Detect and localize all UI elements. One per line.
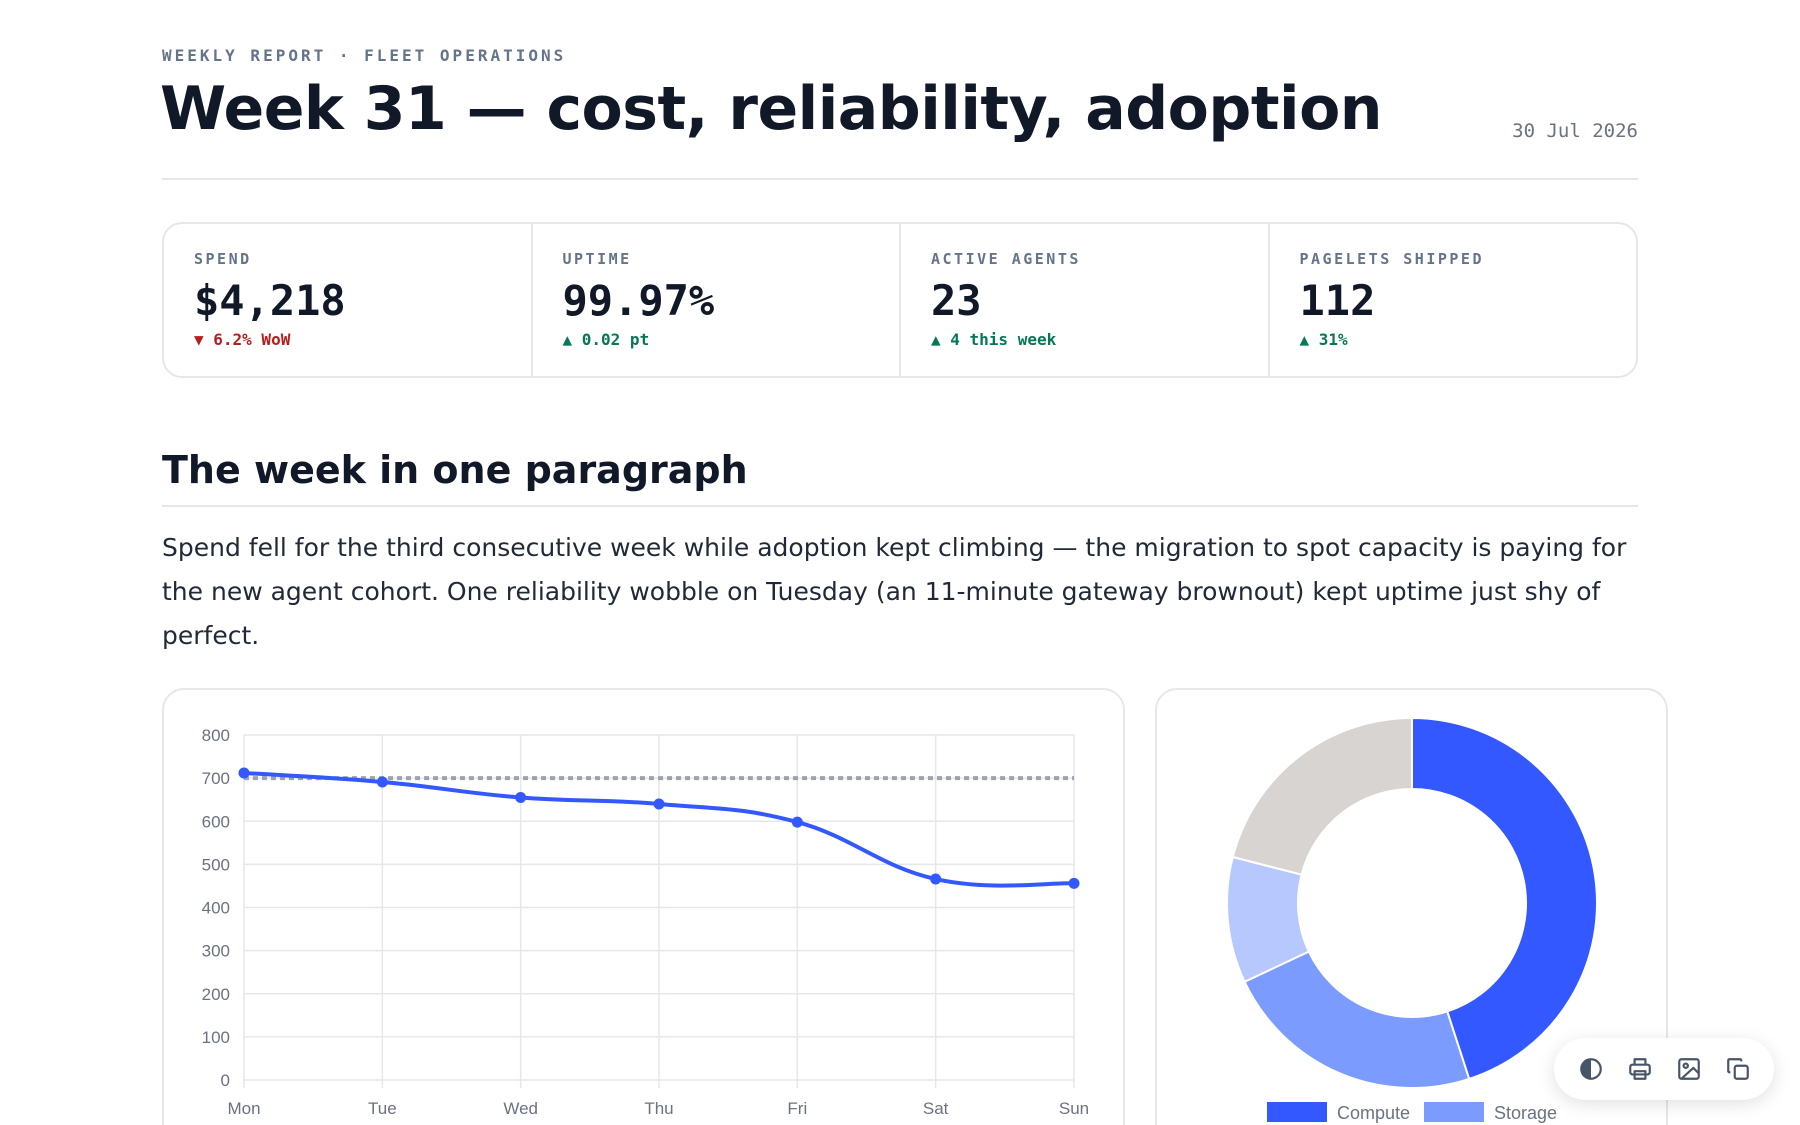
copy-button[interactable] (1718, 1049, 1758, 1089)
kpi-label: SPEND (194, 250, 252, 268)
kpi-label: UPTIME (562, 250, 632, 268)
data-point (930, 873, 942, 885)
y-tick-label: 400 (202, 899, 230, 918)
data-point (515, 792, 527, 804)
legend-label: Storage (1494, 1103, 1557, 1123)
legend-swatch (1267, 1102, 1327, 1122)
donut-slice (1231, 716, 1413, 876)
kpi-label: PAGELETS SHIPPED (1299, 250, 1484, 268)
section-divider (162, 505, 1638, 507)
kpi-value: 23 (931, 276, 982, 325)
section-heading: The week in one paragraph (162, 448, 748, 492)
y-tick-label: 100 (202, 1028, 230, 1047)
data-point (238, 767, 250, 779)
summary-paragraph: Spend fell for the third consecutive wee… (162, 533, 1627, 650)
kpi-value: $4,218 (194, 276, 346, 325)
x-tick-label: Fri (787, 1099, 807, 1118)
report-eyebrow: WEEKLY REPORT · FLEET OPERATIONS (162, 46, 567, 65)
data-point (376, 776, 388, 788)
kpi-value: 99.97% (562, 276, 715, 325)
kpi-spend: SPEND $4,218 ▼ 6.2% WoW (164, 224, 533, 376)
export-image-button[interactable] (1669, 1049, 1709, 1089)
image-icon (1677, 1058, 1700, 1080)
copy-icon (1726, 1058, 1749, 1080)
spend-chart-card: 0 100 200 300 400 500 600 700 800 Mon Tue Wed Thu Fri… (162, 688, 1125, 1125)
cost-breakdown-donut-chart: Compute Storage (1226, 716, 1598, 1123)
daily-spend-line-chart: 0 100 200 300 400 500 600 700 800 Mon Tue Wed Thu Fri… (202, 726, 1090, 1118)
kpi-label: ACTIVE AGENTS (931, 250, 1081, 268)
data-point (653, 798, 665, 810)
legend-swatch (1424, 1102, 1484, 1122)
data-point (1068, 877, 1080, 889)
contrast-icon (1579, 1058, 1602, 1080)
header-divider (162, 178, 1638, 180)
x-tick-label: Thu (644, 1099, 673, 1118)
y-tick-label: 200 (202, 985, 230, 1004)
kpi-pagelets-shipped: PAGELETS SHIPPED 112 ▲ 31% (1270, 224, 1637, 376)
legend-label: Compute (1337, 1103, 1410, 1123)
x-tick-label: Sat (923, 1099, 949, 1118)
print-icon (1628, 1058, 1651, 1080)
kpi-delta: ▼ 6.2% WoW (194, 330, 291, 349)
contrast-button[interactable] (1571, 1049, 1611, 1089)
print-button[interactable] (1620, 1049, 1660, 1089)
x-tick-label: Wed (503, 1099, 538, 1118)
kpi-strip: SPEND $4,218 ▼ 6.2% WoW UPTIME 99.97% ▲ … (162, 222, 1638, 378)
kpi-value: 112 (1299, 276, 1376, 325)
page-title: Week 31 — cost, reliability, adoption (160, 74, 1383, 144)
kpi-delta: ▲ 4 this week (931, 330, 1057, 349)
x-tick-label: Sun (1059, 1099, 1089, 1118)
y-tick-label: 600 (202, 812, 230, 831)
floating-toolbar (1554, 1038, 1774, 1100)
donut-slice (1411, 716, 1598, 1081)
kpi-delta: ▲ 0.02 pt (562, 330, 650, 349)
donut-slice (1243, 950, 1471, 1089)
y-tick-label: 300 (202, 942, 230, 961)
y-tick-label: 700 (202, 769, 230, 788)
kpi-active-agents: ACTIVE AGENTS 23 ▲ 4 this week (901, 224, 1270, 376)
x-tick-label: Tue (368, 1099, 397, 1118)
report-date: 30 Jul 2026 (1512, 120, 1638, 142)
y-tick-label: 0 (221, 1071, 230, 1090)
y-tick-label: 500 (202, 855, 230, 874)
x-tick-label: Mon (227, 1099, 260, 1118)
data-point (791, 816, 803, 828)
kpi-uptime: UPTIME 99.97% ▲ 0.02 pt (533, 224, 901, 376)
y-tick-label: 800 (202, 726, 230, 745)
kpi-delta: ▲ 31% (1299, 330, 1348, 349)
